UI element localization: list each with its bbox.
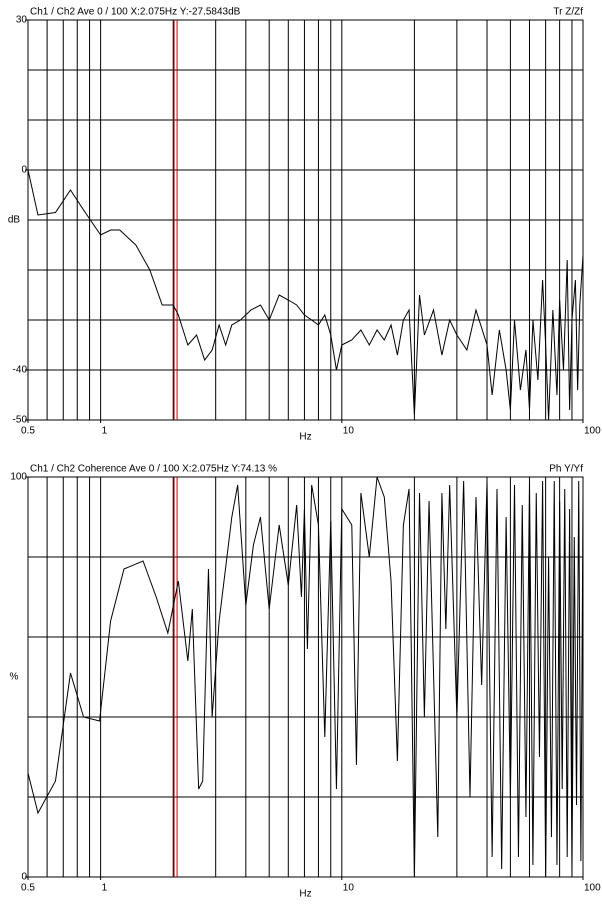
x-tick-label: 100	[584, 883, 601, 894]
x-tick-label: 10	[343, 883, 355, 894]
chart-mode: Tr Z/Zf	[553, 7, 583, 18]
y-tick-label: -40	[13, 365, 28, 376]
y-axis-label: %	[10, 672, 19, 683]
x-axis-label: Hz	[299, 432, 311, 443]
plot-frame	[27, 19, 584, 421]
data-line	[27, 169, 584, 421]
plot-frame	[27, 476, 584, 878]
y-tick-label: 100	[10, 472, 27, 483]
data-line	[27, 476, 584, 878]
x-tick-label: 1	[102, 426, 108, 437]
y-tick-label: 0	[21, 165, 27, 176]
x-tick-label: 1	[102, 883, 108, 894]
x-tick-label: 0.5	[21, 883, 35, 894]
chart-title: Ch1 / Ch2 Ave 0 / 100 X:2.075Hz Y:-27.58…	[30, 7, 241, 18]
y-axis-label: dB	[8, 215, 21, 226]
y-tick-label: -50	[13, 415, 28, 426]
chart-title: Ch1 / Ch2 Coherence Ave 0 / 100 X:2.075H…	[30, 464, 277, 475]
x-tick-label: 0.5	[21, 426, 35, 437]
x-tick-label: 100	[584, 426, 601, 437]
y-tick-label: 0	[21, 872, 27, 883]
chart-mode: Ph Y/Yf	[549, 464, 583, 475]
x-tick-label: 10	[343, 426, 355, 437]
x-axis-label: Hz	[299, 889, 311, 900]
y-tick-label: 30	[16, 15, 28, 26]
